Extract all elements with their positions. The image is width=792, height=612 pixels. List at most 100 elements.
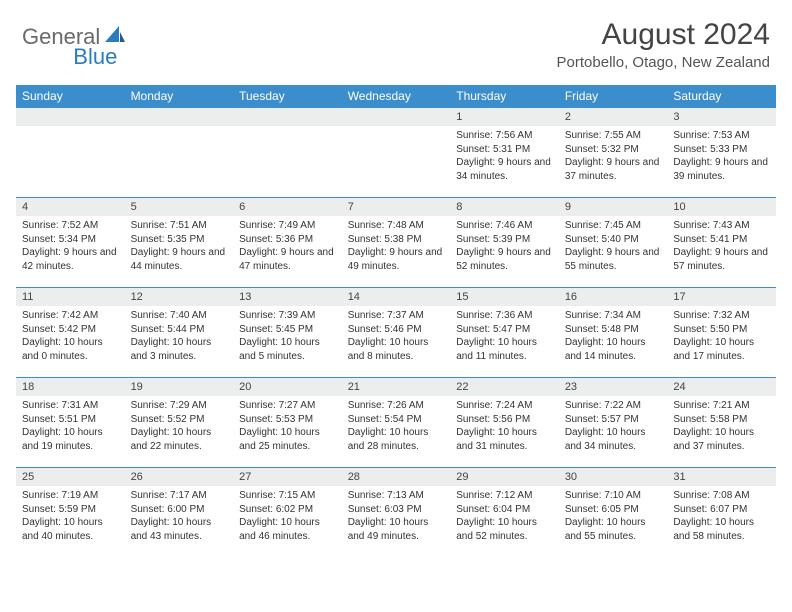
day-details: Sunrise: 7:24 AMSunset: 5:56 PMDaylight:… [450,396,559,457]
day-details: Sunrise: 7:52 AMSunset: 5:34 PMDaylight:… [16,216,125,277]
sunrise-text: Sunrise: 7:13 AM [348,489,445,503]
sunrise-text: Sunrise: 7:29 AM [131,399,228,413]
daylight-text: Daylight: 9 hours and 52 minutes. [456,246,553,273]
day-details: Sunrise: 7:32 AMSunset: 5:50 PMDaylight:… [667,306,776,367]
sunrise-text: Sunrise: 7:31 AM [22,399,119,413]
sunrise-text: Sunrise: 7:12 AM [456,489,553,503]
daylight-text: Daylight: 10 hours and 11 minutes. [456,336,553,363]
calendar-cell: 13Sunrise: 7:39 AMSunset: 5:45 PMDayligh… [233,288,342,378]
calendar-cell: 4Sunrise: 7:52 AMSunset: 5:34 PMDaylight… [16,198,125,288]
daylight-text: Daylight: 9 hours and 49 minutes. [348,246,445,273]
day-details: Sunrise: 7:13 AMSunset: 6:03 PMDaylight:… [342,486,451,547]
calendar-cell: 7Sunrise: 7:48 AMSunset: 5:38 PMDaylight… [342,198,451,288]
day-details: Sunrise: 7:22 AMSunset: 5:57 PMDaylight:… [559,396,668,457]
daylight-text: Daylight: 10 hours and 43 minutes. [131,516,228,543]
day-number: 20 [233,378,342,396]
day-details: Sunrise: 7:55 AMSunset: 5:32 PMDaylight:… [559,126,668,187]
sunrise-text: Sunrise: 7:22 AM [565,399,662,413]
day-number: 31 [667,468,776,486]
sunrise-text: Sunrise: 7:08 AM [673,489,770,503]
sunrise-text: Sunrise: 7:17 AM [131,489,228,503]
sunset-text: Sunset: 6:02 PM [239,503,336,517]
day-details: Sunrise: 7:48 AMSunset: 5:38 PMDaylight:… [342,216,451,277]
day-details: Sunrise: 7:10 AMSunset: 6:05 PMDaylight:… [559,486,668,547]
calendar-cell: 20Sunrise: 7:27 AMSunset: 5:53 PMDayligh… [233,378,342,468]
sunrise-text: Sunrise: 7:10 AM [565,489,662,503]
calendar-cell [16,108,125,198]
calendar-cell: 23Sunrise: 7:22 AMSunset: 5:57 PMDayligh… [559,378,668,468]
sunset-text: Sunset: 5:59 PM [22,503,119,517]
day-details: Sunrise: 7:26 AMSunset: 5:54 PMDaylight:… [342,396,451,457]
col-saturday: Saturday [667,85,776,108]
sunset-text: Sunset: 5:53 PM [239,413,336,427]
daylight-text: Daylight: 10 hours and 37 minutes. [673,426,770,453]
calendar-cell: 28Sunrise: 7:13 AMSunset: 6:03 PMDayligh… [342,468,451,558]
day-number: 10 [667,198,776,216]
calendar-cell: 29Sunrise: 7:12 AMSunset: 6:04 PMDayligh… [450,468,559,558]
day-number: 25 [16,468,125,486]
day-number: 17 [667,288,776,306]
daylight-text: Daylight: 10 hours and 25 minutes. [239,426,336,453]
day-number: 1 [450,108,559,126]
calendar-row: 4Sunrise: 7:52 AMSunset: 5:34 PMDaylight… [16,198,776,288]
sunset-text: Sunset: 6:07 PM [673,503,770,517]
daylight-text: Daylight: 10 hours and 3 minutes. [131,336,228,363]
day-number: 30 [559,468,668,486]
daylight-text: Daylight: 9 hours and 42 minutes. [22,246,119,273]
sunset-text: Sunset: 5:54 PM [348,413,445,427]
sunset-text: Sunset: 5:45 PM [239,323,336,337]
day-details: Sunrise: 7:42 AMSunset: 5:42 PMDaylight:… [16,306,125,367]
day-number: 3 [667,108,776,126]
sunset-text: Sunset: 6:00 PM [131,503,228,517]
day-details: Sunrise: 7:56 AMSunset: 5:31 PMDaylight:… [450,126,559,187]
calendar-cell: 26Sunrise: 7:17 AMSunset: 6:00 PMDayligh… [125,468,234,558]
calendar-cell: 15Sunrise: 7:36 AMSunset: 5:47 PMDayligh… [450,288,559,378]
sunset-text: Sunset: 5:33 PM [673,143,770,157]
day-details: Sunrise: 7:34 AMSunset: 5:48 PMDaylight:… [559,306,668,367]
sunrise-text: Sunrise: 7:49 AM [239,219,336,233]
day-number: 5 [125,198,234,216]
sunset-text: Sunset: 5:38 PM [348,233,445,247]
day-number-empty [16,108,125,126]
sunset-text: Sunset: 5:42 PM [22,323,119,337]
day-details: Sunrise: 7:40 AMSunset: 5:44 PMDaylight:… [125,306,234,367]
day-number: 6 [233,198,342,216]
daylight-text: Daylight: 10 hours and 40 minutes. [22,516,119,543]
sunset-text: Sunset: 6:05 PM [565,503,662,517]
daylight-text: Daylight: 9 hours and 39 minutes. [673,156,770,183]
day-number: 2 [559,108,668,126]
day-number-empty [125,108,234,126]
calendar-cell: 2Sunrise: 7:55 AMSunset: 5:32 PMDaylight… [559,108,668,198]
day-details: Sunrise: 7:15 AMSunset: 6:02 PMDaylight:… [233,486,342,547]
sunrise-text: Sunrise: 7:26 AM [348,399,445,413]
day-number: 24 [667,378,776,396]
sunset-text: Sunset: 5:57 PM [565,413,662,427]
sunset-text: Sunset: 5:44 PM [131,323,228,337]
daylight-text: Daylight: 9 hours and 55 minutes. [565,246,662,273]
daylight-text: Daylight: 9 hours and 57 minutes. [673,246,770,273]
day-details: Sunrise: 7:31 AMSunset: 5:51 PMDaylight:… [16,396,125,457]
sunrise-text: Sunrise: 7:21 AM [673,399,770,413]
daylight-text: Daylight: 9 hours and 47 minutes. [239,246,336,273]
calendar-cell: 17Sunrise: 7:32 AMSunset: 5:50 PMDayligh… [667,288,776,378]
day-details: Sunrise: 7:21 AMSunset: 5:58 PMDaylight:… [667,396,776,457]
calendar-row: 11Sunrise: 7:42 AMSunset: 5:42 PMDayligh… [16,288,776,378]
daylight-text: Daylight: 10 hours and 14 minutes. [565,336,662,363]
daylight-text: Daylight: 10 hours and 52 minutes. [456,516,553,543]
sunrise-text: Sunrise: 7:53 AM [673,129,770,143]
day-details: Sunrise: 7:45 AMSunset: 5:40 PMDaylight:… [559,216,668,277]
day-number-empty [233,108,342,126]
day-number: 13 [233,288,342,306]
col-friday: Friday [559,85,668,108]
sunset-text: Sunset: 5:39 PM [456,233,553,247]
col-wednesday: Wednesday [342,85,451,108]
day-number: 27 [233,468,342,486]
calendar-cell: 18Sunrise: 7:31 AMSunset: 5:51 PMDayligh… [16,378,125,468]
day-details: Sunrise: 7:53 AMSunset: 5:33 PMDaylight:… [667,126,776,187]
daylight-text: Daylight: 9 hours and 34 minutes. [456,156,553,183]
calendar-cell [342,108,451,198]
sunrise-text: Sunrise: 7:34 AM [565,309,662,323]
logo-blue: Blue [73,44,117,70]
day-details: Sunrise: 7:17 AMSunset: 6:00 PMDaylight:… [125,486,234,547]
day-number: 8 [450,198,559,216]
